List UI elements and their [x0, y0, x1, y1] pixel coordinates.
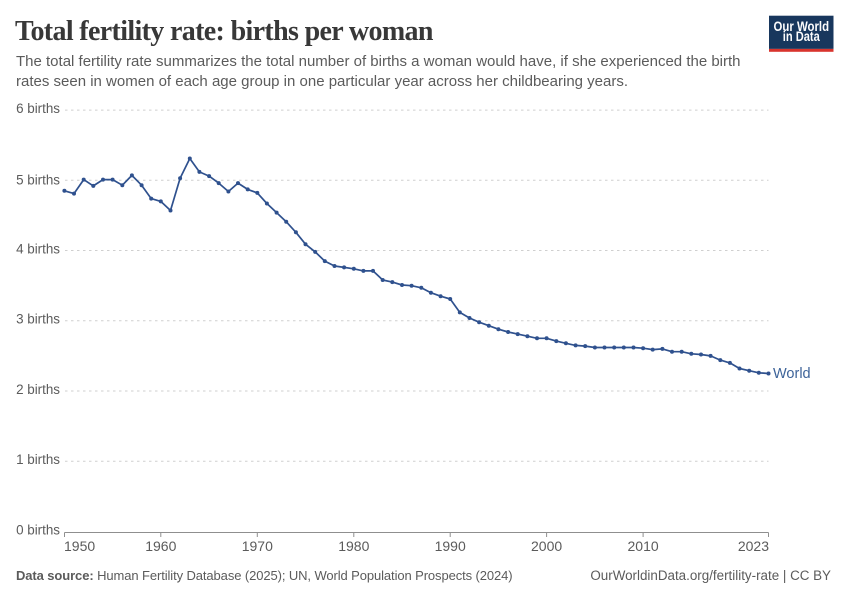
svg-text:0 births: 0 births [16, 522, 60, 537]
svg-text:1980: 1980 [338, 538, 369, 554]
svg-text:3 births: 3 births [16, 312, 60, 327]
svg-text:2023: 2023 [738, 538, 769, 554]
svg-text:5 births: 5 births [16, 173, 60, 188]
svg-text:in Data: in Data [783, 29, 820, 44]
svg-text:1990: 1990 [435, 538, 466, 554]
svg-text:1950: 1950 [64, 538, 95, 554]
svg-text:4 births: 4 births [16, 241, 60, 256]
svg-text:1 births: 1 births [16, 452, 60, 467]
svg-text:1970: 1970 [242, 538, 273, 554]
svg-text:Our World: Our World [774, 19, 830, 34]
svg-text:1960: 1960 [145, 538, 176, 554]
svg-text:2000: 2000 [531, 538, 562, 554]
svg-text:World: World [773, 366, 811, 382]
svg-text:2010: 2010 [628, 538, 659, 554]
svg-text:6 births: 6 births [16, 101, 60, 116]
svg-text:2 births: 2 births [16, 382, 60, 397]
